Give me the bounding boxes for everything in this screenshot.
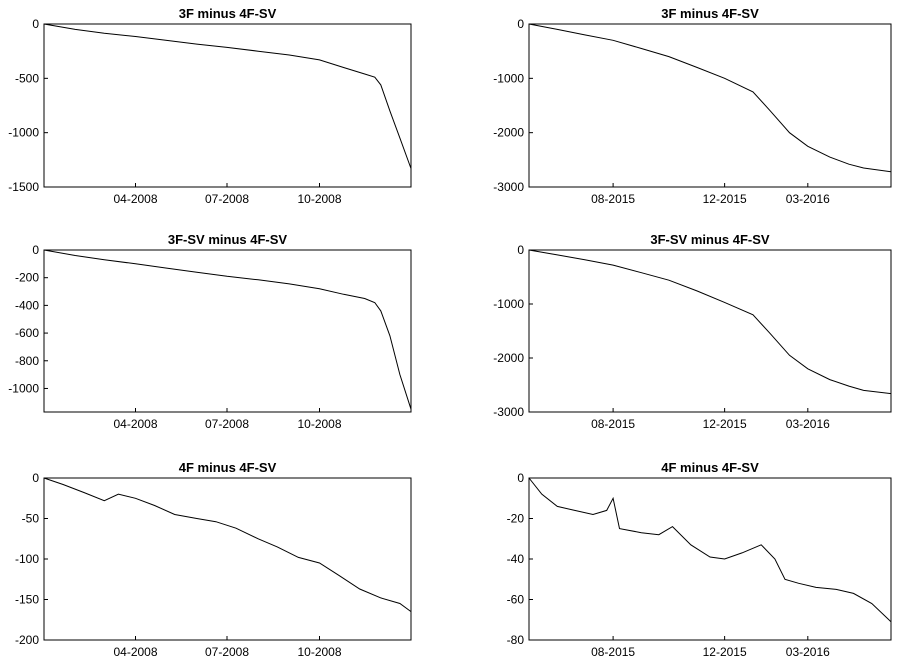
y-tick-label: -80	[507, 633, 525, 647]
series-line	[43, 23, 412, 169]
x-tick-label: 04-2008	[113, 645, 157, 659]
x-tick-label: 03-2016	[786, 645, 830, 659]
axes-frame	[43, 477, 412, 641]
y-tick-label: 0	[32, 17, 39, 31]
series-line	[43, 249, 412, 410]
chart-title: 3F minus 4F-SV	[179, 6, 277, 21]
x-tick-label: 03-2016	[786, 417, 830, 431]
y-tick-label: -50	[22, 512, 40, 526]
y-tick-label: -800	[15, 354, 39, 368]
x-tick-label: 07-2008	[205, 417, 249, 431]
axes-frame	[528, 23, 892, 188]
series-line	[43, 477, 412, 613]
y-tick-label: 0	[517, 471, 524, 485]
y-tick-label: -100	[15, 552, 39, 566]
x-tick-label: 08-2015	[591, 192, 635, 206]
y-tick-label: -400	[15, 298, 39, 312]
series-line	[528, 23, 892, 173]
x-tick-label: 07-2008	[205, 645, 249, 659]
chart-panel: 3F-SV minus 4F-SV 0 -200 -400 -600 -800 -1000 0…	[8, 232, 412, 431]
y-tick-label: -200	[15, 271, 39, 285]
x-tick-label: 03-2016	[786, 192, 830, 206]
y-tick-label: -3000	[493, 180, 524, 194]
y-tick-label: -2000	[493, 126, 524, 140]
x-tick-label: 12-2015	[703, 192, 747, 206]
x-tick-label: 04-2008	[113, 417, 157, 431]
chart-title: 4F minus 4F-SV	[179, 460, 277, 475]
x-tick-label: 10-2008	[297, 645, 341, 659]
axes-frame	[43, 249, 412, 413]
y-tick-label: -150	[15, 593, 39, 607]
chart-panel: 3F minus 4F-SV 0 -1000 -2000 -3000 08-2015 12-…	[493, 6, 892, 206]
x-tick-label: 07-2008	[205, 192, 249, 206]
y-tick-label: 0	[517, 243, 524, 257]
y-tick-label: -500	[15, 71, 39, 85]
y-tick-label: -20	[507, 512, 525, 526]
y-tick-label: -3000	[493, 405, 524, 419]
y-tick-label: -600	[15, 326, 39, 340]
chart-panel: 3F-SV minus 4F-SV 0 -1000 -2000 -3000 08-2015…	[493, 232, 892, 431]
y-tick-label: -1000	[493, 71, 524, 85]
y-tick-label: 0	[32, 243, 39, 257]
series-line	[528, 249, 892, 395]
chart-title: 3F minus 4F-SV	[661, 6, 759, 21]
y-tick-label: -40	[507, 552, 525, 566]
axes-frame	[43, 23, 412, 188]
x-tick-label: 10-2008	[297, 417, 341, 431]
chart-panel: 4F minus 4F-SV 0 -50 -100 -150 -200 04-2008 07-…	[15, 460, 412, 659]
x-tick-label: 08-2015	[591, 645, 635, 659]
x-tick-label: 08-2015	[591, 417, 635, 431]
y-tick-label: -1000	[8, 381, 39, 395]
chart-title: 3F-SV minus 4F-SV	[168, 232, 288, 247]
chart-title: 3F-SV minus 4F-SV	[650, 232, 770, 247]
y-tick-label: 0	[517, 17, 524, 31]
y-tick-label: 0	[32, 471, 39, 485]
y-tick-label: -2000	[493, 351, 524, 365]
y-tick-label: -1000	[8, 126, 39, 140]
x-tick-label: 12-2015	[703, 645, 747, 659]
x-tick-label: 04-2008	[113, 192, 157, 206]
series-line	[528, 477, 892, 623]
chart-title: 4F minus 4F-SV	[661, 460, 759, 475]
chart-panel: 4F minus 4F-SV 0 -20 -40 -60 -80 08-2015 12-201…	[507, 460, 892, 659]
y-tick-label: -1500	[8, 180, 39, 194]
x-tick-label: 10-2008	[297, 192, 341, 206]
y-tick-label: -60	[507, 593, 525, 607]
x-tick-label: 12-2015	[703, 417, 747, 431]
axes-frame	[528, 477, 892, 641]
chart-panel: 3F minus 4F-SV 0 -500 -1000 -1500 04-2008 07-2…	[8, 6, 412, 206]
y-tick-label: -200	[15, 633, 39, 647]
axes-frame	[528, 249, 892, 413]
y-tick-label: -1000	[493, 297, 524, 311]
